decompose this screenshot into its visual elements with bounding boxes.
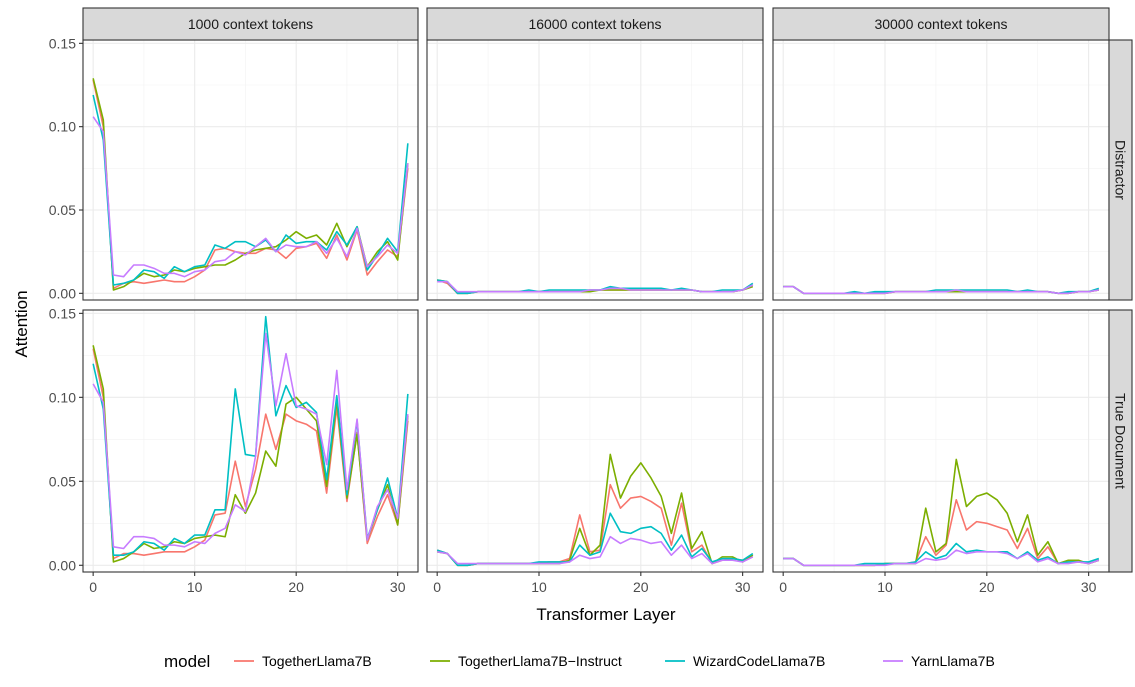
row-strip — [1108, 39, 1133, 301]
panel-background — [773, 310, 1109, 572]
y-tick-label: 0.00 — [49, 285, 76, 301]
y-tick-label: 0.15 — [49, 35, 76, 51]
x-tick-label: 10 — [877, 579, 893, 595]
series-line-yarnllama7b — [783, 285, 1099, 295]
x-axis-ticks: 0 10 20 30 0 10 20 30 0 10 20 30 — [89, 572, 1097, 595]
series-line-yarnllama7b — [92, 332, 409, 550]
legend-entry: YarnLlama7B — [911, 653, 995, 669]
panel-border — [426, 309, 764, 573]
x-tick-label: 30 — [390, 579, 406, 595]
column-strip — [772, 7, 1110, 41]
y-axis-title: Attention — [12, 290, 31, 357]
legend-entry: TogetherLlama7B — [262, 653, 372, 669]
x-tick-label: 20 — [633, 579, 649, 595]
series-line-yarnllama7b — [92, 116, 409, 278]
x-tick-label: 30 — [1081, 579, 1097, 595]
x-tick-label: 30 — [735, 579, 751, 595]
panel-r0-c2 — [772, 39, 1110, 301]
panel-r0-c0 — [82, 39, 419, 301]
row-strip — [1108, 309, 1133, 573]
column-strip-label: 1000 context tokens — [188, 16, 313, 32]
row-strip-label: True Document — [1113, 393, 1129, 489]
column-strip — [82, 7, 419, 41]
panel-r1-c0 — [82, 309, 419, 573]
legend-entry: WizardCodeLlama7B — [693, 653, 825, 669]
row-strip-label: Distractor — [1113, 140, 1129, 200]
column-strip-label: 16000 context tokens — [528, 16, 661, 32]
x-axis-title: Transformer Layer — [536, 605, 676, 624]
panel-r1-c2 — [772, 309, 1110, 573]
panel-border — [82, 309, 419, 573]
panel-background — [83, 40, 418, 300]
x-tick-label: 20 — [288, 579, 304, 595]
panel-r0-c1 — [426, 39, 764, 301]
y-tick-label: 0.00 — [49, 557, 76, 573]
series-line-wizardcodellama7b — [92, 94, 409, 286]
legend-title: model — [164, 652, 210, 671]
y-tick-label: 0.05 — [49, 473, 76, 489]
series-line-yarnllama7b — [437, 535, 754, 565]
panel-background — [427, 310, 763, 572]
series-line-yarnllama7b — [783, 549, 1100, 567]
legend-entry: TogetherLlama7B−Instruct — [458, 653, 622, 669]
x-tick-label: 0 — [89, 579, 97, 595]
y-tick-label: 0.15 — [49, 305, 76, 321]
column-strip-label: 30000 context tokens — [874, 16, 1007, 32]
y-tick-label: 0.10 — [49, 119, 76, 135]
x-tick-label: 0 — [433, 579, 441, 595]
y-axis-ticks: 0.00 0.05 0.10 0.15 0.00 0.05 0.10 0.15 — [49, 35, 83, 573]
panel-background — [773, 40, 1109, 300]
legend: model TogetherLlama7B TogetherLlama7B−Ins… — [164, 652, 995, 671]
y-tick-label: 0.05 — [49, 202, 76, 218]
series-line-togetherllama7b-instruct — [92, 345, 409, 563]
x-tick-label: 10 — [187, 579, 203, 595]
x-tick-label: 20 — [979, 579, 995, 595]
x-tick-label: 10 — [531, 579, 547, 595]
x-tick-label: 0 — [779, 579, 787, 595]
series-line-yarnllama7b — [437, 280, 754, 293]
y-tick-label: 0.10 — [49, 389, 76, 405]
panel-r1-c1 — [426, 309, 764, 573]
chart-panels: 1000 context tokens 16000 context tokens 3… — [82, 7, 1133, 573]
panel-background — [83, 310, 418, 572]
panel-background — [427, 40, 763, 300]
column-strip — [426, 7, 764, 41]
